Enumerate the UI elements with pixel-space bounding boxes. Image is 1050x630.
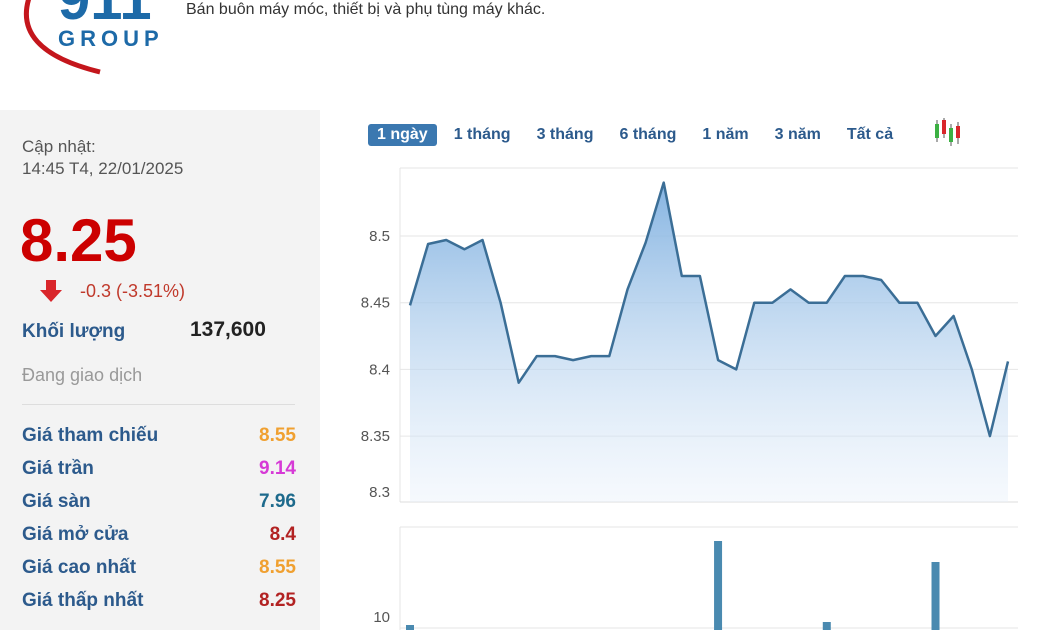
arrow-down-icon xyxy=(40,280,62,302)
tab-period[interactable]: 1 năm xyxy=(702,126,749,143)
price-row-label: Giá sàn xyxy=(22,491,91,512)
logo-swoosh xyxy=(23,0,101,75)
volume-tick-label: 10 xyxy=(373,609,390,626)
trading-status: Đang giao dịch xyxy=(22,365,143,385)
volume-bar xyxy=(822,622,831,630)
price-row-label: Giá mở cửa xyxy=(22,524,129,545)
price-row-value: 9.14 xyxy=(259,458,296,479)
y-tick-label: 8.5 xyxy=(369,228,390,245)
price-row-label: Giá trần xyxy=(22,458,94,479)
tab-period[interactable]: 3 năm xyxy=(774,126,821,143)
price-row-label: Giá thấp nhất xyxy=(22,590,144,611)
company-logo: 911 GROUP xyxy=(0,0,180,80)
volume-bar xyxy=(931,562,940,630)
y-tick-label: 8.35 xyxy=(361,428,390,445)
divider xyxy=(22,404,295,405)
tab-period[interactable]: Tất cả xyxy=(846,126,894,143)
price-row-value: 7.96 xyxy=(259,491,296,512)
stock-info-panel xyxy=(0,110,320,630)
current-price: 8.25 xyxy=(20,207,137,274)
update-label: Cập nhật: xyxy=(22,137,96,156)
tab-period[interactable]: 1 tháng xyxy=(453,126,511,143)
price-row-label: Giá cao nhất xyxy=(22,557,137,578)
volume-value: 137,600 xyxy=(190,318,266,341)
price-change: -0.3 (-3.51%) xyxy=(80,281,186,301)
y-tick-label: 8.45 xyxy=(361,295,390,312)
volume-bar xyxy=(714,541,723,630)
tab-period[interactable]: 1 ngày xyxy=(368,124,437,146)
candlestick-icon[interactable] xyxy=(932,118,962,148)
volume-label: Khối lượng xyxy=(22,321,126,342)
period-tabs: 1 ngày 1 tháng 3 tháng 6 tháng 1 năm 3 năm Tất… xyxy=(368,124,910,146)
tab-period[interactable]: 3 tháng xyxy=(536,126,594,143)
tab-period[interactable]: 6 tháng xyxy=(619,126,677,143)
price-row-value: 8.4 xyxy=(269,524,296,545)
price-row-value: 8.55 xyxy=(259,557,296,578)
price-row-label: Giá tham chiếu xyxy=(22,425,159,446)
price-row: Giá sàn 7.96 xyxy=(22,491,296,513)
price-area xyxy=(410,182,1008,502)
y-tick-label: 8.4 xyxy=(369,361,390,378)
price-row-value: 8.25 xyxy=(259,590,296,611)
price-row: Giá trần 9.14 xyxy=(22,458,296,480)
price-row: Giá mở cửa 8.4 xyxy=(22,524,296,546)
y-tick-label: 8.3 xyxy=(369,484,390,501)
logo-number: 911 xyxy=(58,0,152,33)
price-row: Giá thấp nhất 8.25 xyxy=(22,590,296,612)
price-line xyxy=(408,181,1010,438)
industry-text: Bán buôn máy móc, thiết bị và phụ tùng m… xyxy=(186,1,546,18)
volume-bar xyxy=(406,625,414,630)
update-info: Cập nhật: 14:45 T4, 22/01/2025 xyxy=(22,136,183,180)
price-row: Giá cao nhất 8.55 xyxy=(22,557,296,579)
price-row: Giá tham chiếu 8.55 xyxy=(22,425,296,447)
price-row-value: 8.55 xyxy=(259,425,296,446)
logo-group: GROUP xyxy=(58,26,164,51)
update-time: 14:45 T4, 22/01/2025 xyxy=(22,159,184,178)
